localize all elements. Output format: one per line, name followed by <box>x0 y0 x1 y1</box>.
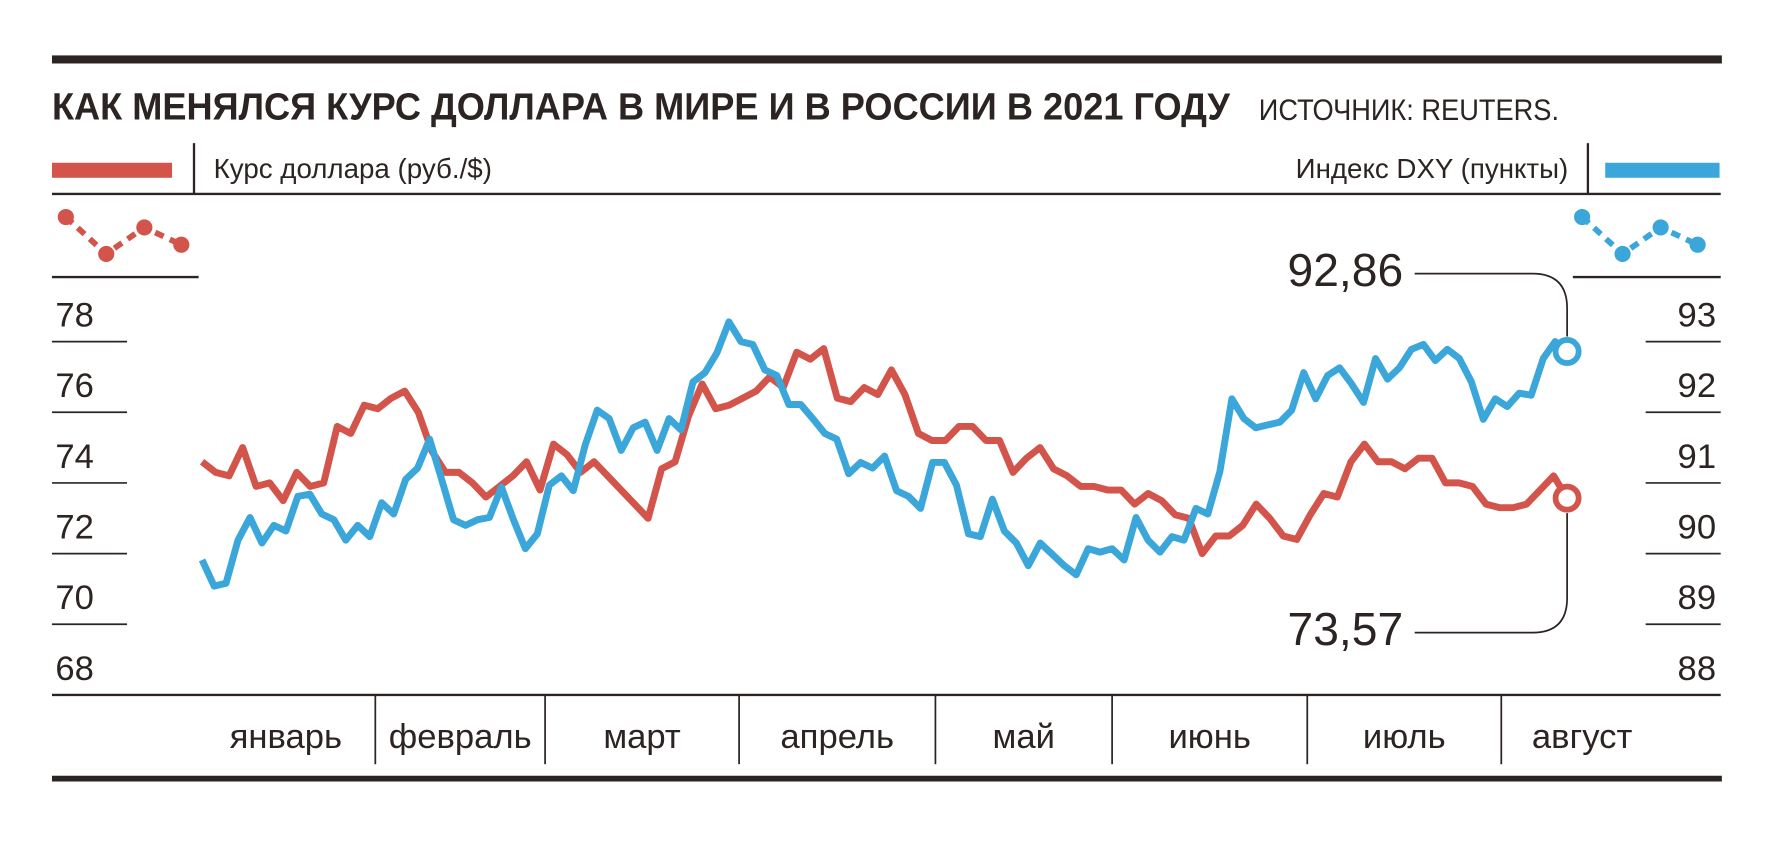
y-tick-label: 70 <box>55 579 94 617</box>
y-tick-label: 78 <box>55 296 94 334</box>
data-line <box>198 318 1570 590</box>
legend-icon-dot <box>1652 219 1669 236</box>
y2-tick-label: 88 <box>1678 650 1717 688</box>
legend-icon <box>63 214 183 258</box>
legend-icon-dot <box>173 236 190 253</box>
y-tick-label: 68 <box>55 650 94 688</box>
annotation: 92,86 <box>1288 244 1404 296</box>
annotation: 73,57 <box>1288 603 1404 655</box>
top-rule <box>51 55 1722 64</box>
x-tick-label: апрель <box>780 718 894 756</box>
y2-tick-label: 91 <box>1678 438 1717 476</box>
y2-tick-label: 89 <box>1678 579 1717 617</box>
annotation-connector <box>1414 272 1568 337</box>
legend-icon-dot <box>136 219 153 236</box>
chart-title: КАК МЕНЯЛСЯ КУРС ДОЛЛАРА В МИРЕ И В РОСС… <box>52 87 1231 129</box>
x-tick-label: июнь <box>1168 718 1251 756</box>
legend-icon-dot <box>1574 208 1591 226</box>
y2-tick-label: 93 <box>1678 296 1717 334</box>
legend-swatch <box>1605 162 1720 178</box>
legend-swatch <box>51 162 173 178</box>
legend-icon-dot <box>1614 245 1631 263</box>
x-tick-label: март <box>603 718 681 756</box>
y-tick-label: 74 <box>55 438 94 476</box>
source: ИСТОЧНИК: REUTERS. <box>1259 94 1559 127</box>
legend-icon <box>1580 214 1699 258</box>
y-tick-label: 72 <box>55 508 94 546</box>
x-tick-label: май <box>993 718 1055 756</box>
x-tick-label: февраль <box>389 718 532 756</box>
annotation-connector <box>1414 513 1568 634</box>
x-tick-label: август <box>1532 718 1633 756</box>
legend-icon-dot <box>98 245 115 263</box>
y2-tick-label: 92 <box>1678 367 1717 405</box>
x-tick-label: июль <box>1363 718 1446 756</box>
end-marker <box>1552 337 1582 366</box>
end-marker <box>1552 483 1582 513</box>
legend-label: Индекс DXY (пункты) <box>1296 153 1569 184</box>
y-tick-label: 76 <box>55 367 94 405</box>
x-tick-label: январь <box>230 718 342 756</box>
legend-icon-dot <box>57 208 74 226</box>
legend-icon-dot <box>1689 236 1706 253</box>
bottom-rule <box>51 775 1722 782</box>
legend-label: Курс доллара (руб./$) <box>214 153 492 184</box>
data-line <box>199 345 1571 558</box>
y2-tick-label: 90 <box>1678 508 1717 546</box>
